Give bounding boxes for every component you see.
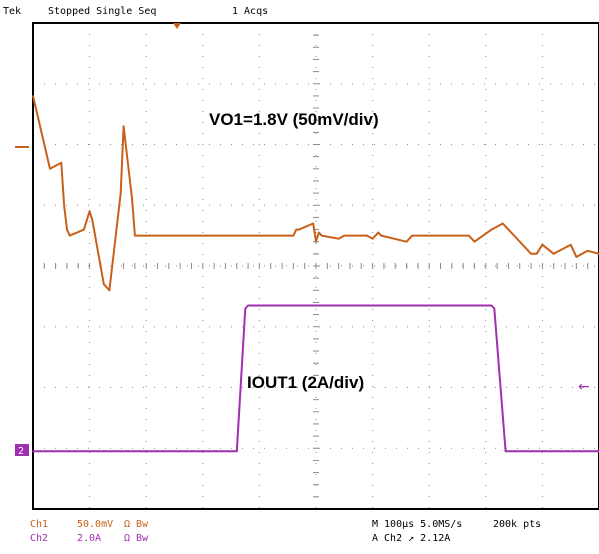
data-point-ch1 <box>569 243 572 246</box>
ch2-layer <box>32 304 599 453</box>
series-line-ch2 <box>33 304 599 453</box>
data-point-ch1 <box>32 95 34 97</box>
data-point-ch1 <box>119 192 122 194</box>
data-point-ch1 <box>49 168 51 170</box>
data-point-ch1 <box>586 250 589 252</box>
footer-ch2-unit: Ω Bw <box>124 533 149 544</box>
data-point-ch1 <box>102 283 105 286</box>
data-point-ch1 <box>366 234 368 237</box>
header-acquisitions: 1 Acqs <box>232 6 268 17</box>
data-point-ch1 <box>63 204 65 207</box>
data-point-ch1 <box>343 234 346 237</box>
data-point-ch1 <box>60 161 63 164</box>
data-point-ch1 <box>320 234 323 237</box>
ch2-level-marker: 2 <box>15 444 29 457</box>
footer-record: 200k pts <box>493 519 541 530</box>
data-point-ch1 <box>318 231 320 234</box>
footer-ch1-scale: 50.0mV <box>77 519 113 530</box>
footer-ch1-label: Ch1 <box>30 519 48 530</box>
data-point-ch1 <box>490 228 493 231</box>
data-point-ch1 <box>575 256 578 258</box>
data-point-ch1 <box>122 125 125 128</box>
data-point-ch1 <box>145 234 147 237</box>
data-point-ch1 <box>295 228 297 231</box>
series-label-iout1: IOUT1 (2A/div) <box>247 373 364 392</box>
data-point-ch1 <box>298 228 300 231</box>
trigger-level-arrow: ← <box>578 379 590 395</box>
data-point-ch1 <box>312 222 314 225</box>
data-point-ch2 <box>244 307 247 310</box>
data-point-ch2 <box>490 304 493 307</box>
data-point-ch1 <box>462 234 464 237</box>
data-point-ch1 <box>473 240 476 243</box>
data-point-ch1 <box>380 234 382 237</box>
data-point-ch1 <box>91 219 94 222</box>
data-point-ch1 <box>428 234 431 237</box>
data-point-ch2 <box>32 450 34 453</box>
data-point-ch1 <box>564 246 566 249</box>
data-point-ch1 <box>377 231 380 234</box>
data-point-ch1 <box>411 234 414 237</box>
data-point-ch2 <box>504 450 507 453</box>
data-point-ch2 <box>247 304 249 307</box>
data-point-ch1 <box>456 234 459 237</box>
series-label-vo1: VO1=1.8V (50mV/div) <box>209 110 379 129</box>
data-point-ch1 <box>535 253 538 255</box>
data-point-ch1 <box>108 289 111 292</box>
data-point-ch1 <box>552 253 555 255</box>
footer-ch1-unit: Ω Bw <box>124 519 149 530</box>
header-instrument: Tek <box>3 6 21 17</box>
data-point-ch1 <box>68 234 71 237</box>
data-point-ch1 <box>371 237 374 240</box>
ch1-layer <box>32 95 599 292</box>
data-point-ch1 <box>337 237 340 240</box>
data-point-ch1 <box>83 228 85 231</box>
graticule <box>32 22 599 510</box>
data-point-ch1 <box>530 253 532 255</box>
data-point-ch1 <box>468 234 470 237</box>
data-point-ch2 <box>493 307 496 310</box>
footer-timebase: M 100μs 5.0MS/s <box>372 519 462 530</box>
data-point-ch1 <box>417 234 419 237</box>
data-point-ch1 <box>292 234 295 237</box>
footer-trigger: A Ch2 ↗ 2.12A <box>372 533 450 544</box>
footer-ch2-label: Ch2 <box>30 533 48 544</box>
data-point-ch2 <box>235 450 238 453</box>
data-point-ch1 <box>501 222 504 225</box>
header-state: Stopped Single Seq <box>48 6 156 17</box>
data-point-ch1 <box>315 240 317 243</box>
svg-text:2: 2 <box>18 446 24 457</box>
data-point-ch1 <box>541 243 544 246</box>
data-point-ch1 <box>134 234 136 237</box>
footer-ch2-scale: 2.0A <box>77 533 101 544</box>
svg-text:←: ← <box>578 379 590 395</box>
data-point-ch1 <box>66 228 68 231</box>
trigger-position-marker <box>173 23 181 29</box>
series-line-ch1 <box>32 95 599 292</box>
data-point-ch1 <box>131 198 133 200</box>
data-point-ch1 <box>405 240 408 243</box>
graticule-frame <box>32 22 599 510</box>
data-point-ch1 <box>88 210 91 213</box>
